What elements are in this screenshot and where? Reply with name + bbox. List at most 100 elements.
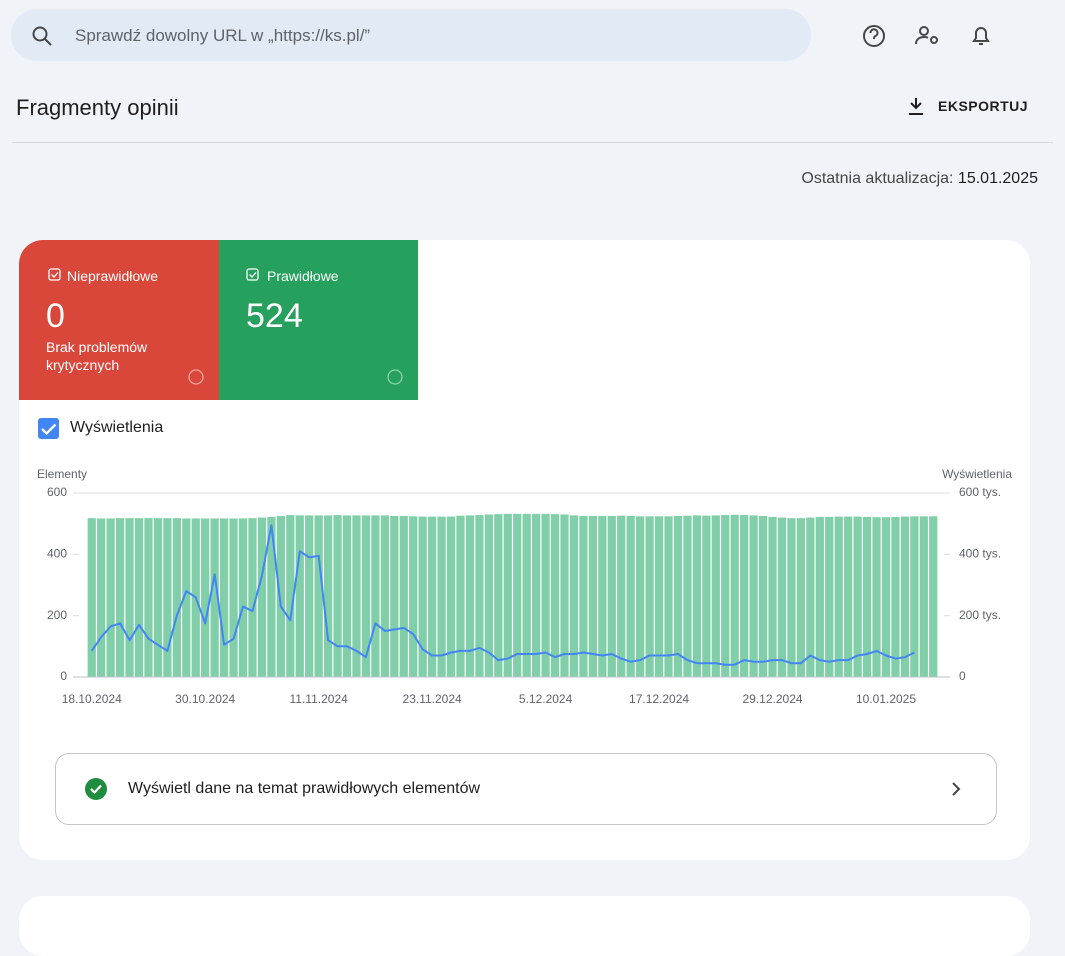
bar (598, 516, 607, 677)
link-text: Wyświetl dane na temat prawidłowych elem… (128, 780, 481, 797)
bar (314, 515, 323, 677)
bar (257, 517, 267, 677)
bar (862, 516, 872, 677)
bar (541, 513, 550, 677)
update-date: 15.01.2025 (957, 170, 1038, 187)
bar (825, 516, 834, 677)
tile-value: 0 (46, 297, 65, 335)
series-toggle-label[interactable]: Wyświetlenia (70, 419, 164, 436)
last-update: Ostatnia aktualizacja: 15.01.2025 (801, 170, 1038, 188)
tile-label: Prawidłowe (267, 268, 339, 284)
bar (229, 518, 238, 677)
bar (910, 516, 919, 677)
y-axis-title: Elementy (37, 467, 87, 481)
bar (475, 515, 484, 677)
bar (881, 517, 891, 677)
bar (305, 515, 314, 677)
bar (342, 515, 352, 677)
valid-tile[interactable]: Prawidłowe 524 (219, 240, 418, 400)
y-tick-label: 0 (60, 669, 67, 683)
valid-items-link[interactable]: Wyświetl dane na temat prawidłowych elem… (55, 753, 997, 825)
y-tick-label: 400 (47, 547, 67, 561)
bar (409, 516, 418, 677)
bar (390, 516, 399, 677)
bar (446, 516, 456, 677)
bar (711, 515, 720, 677)
bar (579, 516, 588, 677)
bar (484, 514, 493, 677)
bar (456, 515, 465, 677)
bar (673, 516, 683, 677)
bar (276, 516, 285, 677)
bar (125, 518, 134, 677)
bar (333, 515, 342, 677)
bar (87, 518, 96, 677)
bar (900, 516, 910, 677)
bar (106, 518, 115, 677)
bar (267, 516, 276, 677)
x-tick-label: 10.01.2025 (856, 692, 916, 706)
bar (219, 518, 229, 677)
ok-icon (85, 778, 107, 800)
bar (295, 515, 304, 677)
bar (144, 518, 153, 677)
bar (201, 518, 210, 677)
bar (626, 516, 635, 677)
bar (730, 514, 739, 677)
bar (777, 517, 787, 677)
series-checkbox[interactable] (38, 418, 59, 439)
bar (550, 514, 560, 677)
x-tick-label: 30.10.2024 (175, 692, 235, 706)
bar (465, 515, 475, 677)
icons (32, 25, 990, 796)
bar (702, 515, 711, 677)
bar (238, 518, 248, 677)
bar (371, 515, 380, 677)
bar (853, 516, 862, 677)
invalid-tile[interactable]: Nieprawidłowe 0 Brak problemów krytyczny… (19, 240, 219, 400)
y2-tick-label: 0 (959, 669, 966, 683)
bar (428, 516, 437, 677)
y2-tick-label: 200 tys. (959, 608, 1001, 622)
bar (569, 515, 579, 677)
search-bar[interactable]: Sprawdź dowolny URL w „https://ks.pl/” (11, 9, 811, 61)
checkmark (41, 423, 57, 436)
update-label: Ostatnia aktualizacja: (801, 170, 954, 187)
bar (522, 513, 531, 677)
bar (806, 517, 815, 677)
bar (872, 517, 881, 677)
bar (654, 516, 664, 677)
bar (891, 516, 900, 677)
bar (418, 516, 427, 677)
x-tick-label: 17.12.2024 (629, 692, 689, 706)
bar (607, 516, 616, 677)
bar (248, 518, 257, 677)
bar (740, 515, 749, 677)
y-tick-label: 600 (47, 485, 67, 499)
bar (115, 518, 125, 677)
bar (692, 515, 702, 677)
tile-note: Brak problemów krytycznych (46, 339, 148, 373)
x-tick-label: 11.11.2024 (290, 692, 349, 706)
bar (919, 516, 928, 677)
bar (153, 518, 163, 677)
tile-label: Nieprawidłowe (67, 268, 159, 284)
bar (399, 516, 408, 677)
bar (361, 515, 371, 677)
page-title: Fragmenty opinii (16, 95, 179, 120)
x-tick-label: 18.10.2024 (62, 692, 122, 706)
bar (352, 515, 361, 677)
bar (721, 515, 730, 677)
y-tick-label: 200 (47, 608, 67, 622)
search-placeholder: Sprawdź dowolny URL w „https://ks.pl/” (75, 26, 371, 45)
bar (503, 513, 512, 677)
bar (683, 515, 692, 677)
bar (588, 516, 597, 677)
export-button[interactable]: EKSPORTUJ (938, 98, 1029, 114)
bar (560, 514, 569, 677)
bar (380, 515, 389, 677)
y2-tick-label: 400 tys. (959, 547, 1001, 561)
ok-check (90, 784, 102, 795)
bar (815, 516, 824, 677)
